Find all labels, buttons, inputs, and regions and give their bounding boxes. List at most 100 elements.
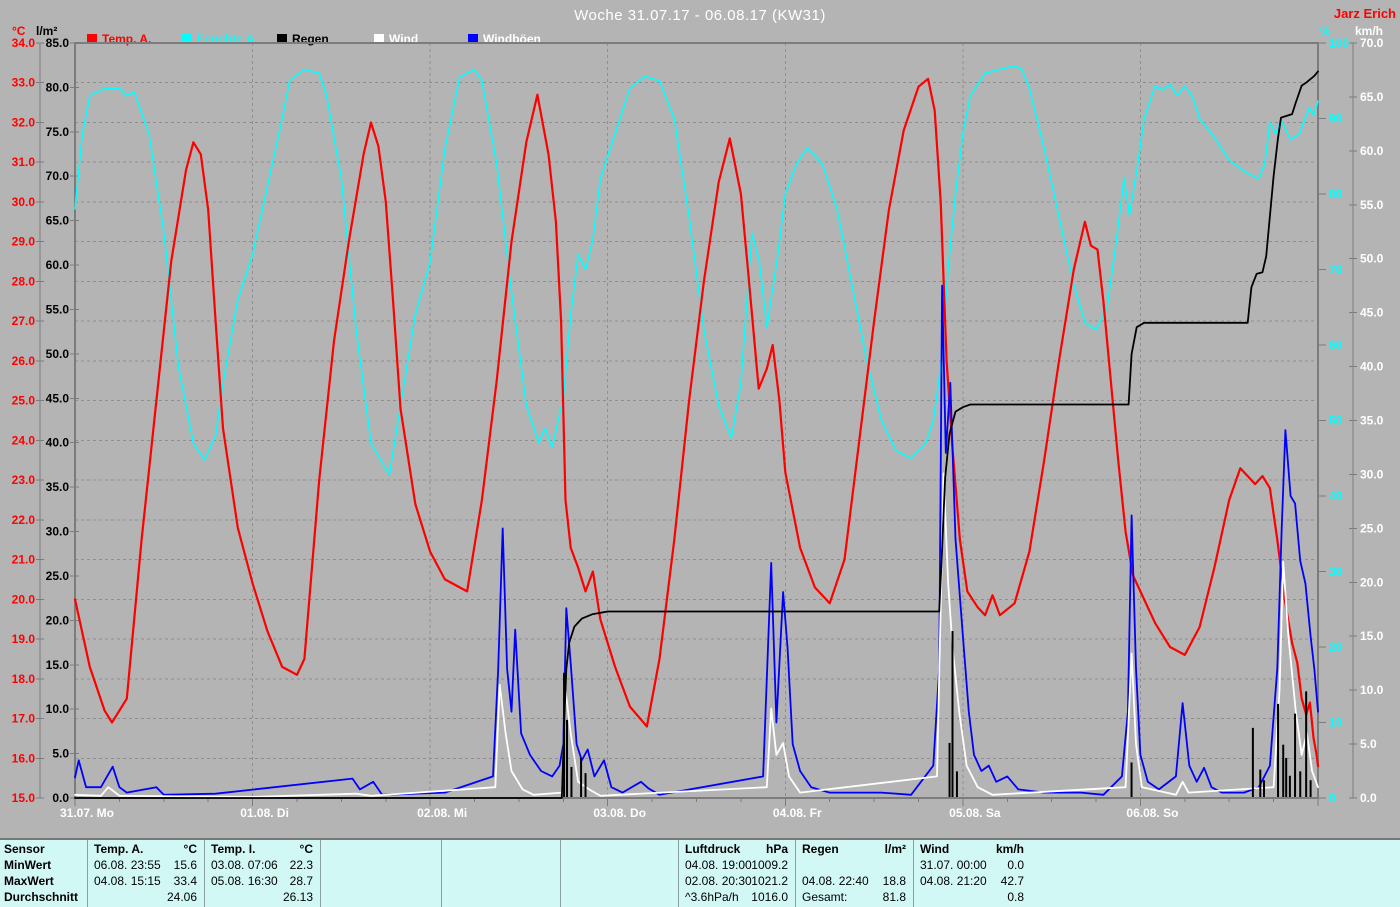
row-label-durchschnitt: Durchschnitt [4, 890, 79, 904]
humidity-axis-tick-label: 80 [1329, 187, 1343, 201]
wind-axis-tick-label: 55.0 [1360, 198, 1384, 212]
x-axis-day-label: 02.08. Mi [417, 806, 467, 820]
rain-swatch-icon [277, 34, 287, 44]
rain-axis-tick-label: 60.0 [46, 258, 70, 272]
sensor-name: Temp. I. [211, 842, 256, 856]
rain-axis-tick-label: 15.0 [46, 658, 70, 672]
max-date: 05.08. 16:30 [211, 874, 278, 888]
sensor-name: Luftdruck [685, 842, 741, 856]
humidity-axis-tick-label: 10 [1329, 716, 1343, 730]
temp-axis-tick-label: 15.0 [12, 791, 36, 805]
x-axis-day-label: 04.08. Fr [773, 806, 822, 820]
avg-label: ^3.6hPa/h [685, 890, 739, 904]
humidity-axis-tick-label: 40 [1329, 489, 1343, 503]
row-label-sensor: Sensor [4, 842, 45, 856]
rain-axis-tick-label: 80.0 [46, 80, 70, 94]
temp-axis-tick-label: 32.0 [12, 115, 36, 129]
wind-axis-tick-label: 10.0 [1360, 683, 1384, 697]
sensor-name: Temp. A. [94, 842, 144, 856]
max-date: 04.08. 21:20 [920, 874, 987, 888]
min-date: 31.07. 00:00 [920, 858, 987, 872]
page-title: Woche 31.07.17 - 06.08.17 (KW31) [574, 7, 826, 24]
plot-border [74, 42, 1319, 799]
sensor-unit: hPa [765, 842, 788, 856]
rain-axis-tick-label: 70.0 [46, 169, 70, 183]
temp-axis-unit-label: °C [12, 24, 26, 38]
rain-axis-tick-label: 0.0 [52, 791, 69, 805]
avg-label: Gesamt: [802, 890, 848, 904]
wind-axis-tick-label: 45.0 [1360, 306, 1384, 320]
humidity-axis-tick-label: 30 [1329, 565, 1343, 579]
min-date: 06.08. 23:55 [94, 858, 161, 872]
wind-axis-tick-label: 35.0 [1360, 414, 1384, 428]
weather-week-chart: 15.0 16.0 17.0 18.0 19.0 20.0 21.0 22.0 23.0 24.0… [12, 36, 1384, 820]
max-date: 04.08. 15:15 [94, 874, 161, 888]
stats-table: Sensor MinWert MaxWert Durchschnitt Temp… [0, 838, 1400, 907]
humidity-axis-tick-label: 60 [1329, 338, 1343, 352]
rain-axis-unit-label: l/m² [36, 24, 58, 38]
rain-axis-tick-label: 75.0 [46, 125, 70, 139]
row-label-maxwert: MaxWert [4, 874, 54, 888]
temp-axis-tick-label: 21.0 [12, 553, 36, 567]
min-value: 22.3 [289, 858, 313, 872]
humidity-axis-tick-label: 70 [1329, 263, 1343, 277]
temp-axis-tick-label: 34.0 [12, 36, 36, 50]
table-col-empty-1 [320, 840, 442, 907]
temp-swatch-icon [87, 34, 97, 44]
wind-swatch-icon [374, 34, 384, 44]
x-axis-day-label: 01.08. Di [240, 806, 289, 820]
table-col-wind: Wind km/h 31.07. 00:00 0.0 04.08. 21:20 42.… [913, 840, 1032, 907]
temp-axis-tick-label: 25.0 [12, 394, 36, 408]
x-axis-day-label: 05.08. Sa [949, 806, 1001, 820]
sensor-unit: km/h [995, 842, 1024, 856]
humidity-axis-tick-label: 100 [1329, 36, 1349, 50]
table-col-row-labels: Sensor MinWert MaxWert Durchschnitt [0, 840, 87, 907]
temp-axis-tick-label: 33.0 [12, 76, 36, 90]
avg-value: 0.8 [1007, 890, 1024, 904]
temp-axis-tick-label: 27.0 [12, 314, 36, 328]
max-value: 42.7 [1000, 874, 1024, 888]
temp-axis-tick-label: 16.0 [12, 751, 36, 765]
max-value: 33.4 [173, 874, 197, 888]
temp-axis-tick-label: 30.0 [12, 195, 36, 209]
series-humidity-line [74, 64, 1319, 476]
x-axis-day-label: 31.07. Mo [60, 806, 114, 820]
rain-axis-tick-label: 35.0 [46, 480, 70, 494]
wind-axis-tick-label: 30.0 [1360, 467, 1384, 481]
rain-axis-tick-label: 55.0 [46, 302, 70, 316]
wind-axis-tick-label: 5.0 [1360, 737, 1377, 751]
temp-axis-tick-label: 20.0 [12, 592, 36, 606]
wind-axis-tick-label: 50.0 [1360, 252, 1384, 266]
series-rain-cumulative-line [74, 70, 1319, 799]
rain-axis-tick-label: 20.0 [46, 613, 70, 627]
avg-value: 26.13 [282, 890, 313, 904]
humidity-axis-tick-label: 20 [1329, 640, 1343, 654]
humidity-axis-tick-label: 0 [1329, 791, 1336, 805]
gusts-swatch-icon [468, 34, 478, 44]
rain-axis-tick-label: 65.0 [46, 214, 70, 228]
table-col-temp-i: Temp. I. °C 03.08. 07:06 22.3 05.08. 16:30… [204, 840, 321, 907]
rain-axis-tick-label: 45.0 [46, 391, 70, 405]
avg-value: 1016.0 [751, 890, 788, 904]
wind-axis-tick-label: 15.0 [1360, 629, 1384, 643]
temp-axis-tick-label: 28.0 [12, 274, 36, 288]
humidity-axis-tick-label: 90 [1329, 112, 1343, 126]
humidity-swatch-icon [182, 34, 192, 44]
wind-axis-tick-label: 25.0 [1360, 521, 1384, 535]
rain-axis-tick-label: 30.0 [46, 525, 70, 539]
sensor-unit: °C [183, 842, 197, 856]
max-value: 28.7 [289, 874, 313, 888]
temp-axis-tick-label: 24.0 [12, 433, 36, 447]
rain-axis-tick-label: 25.0 [46, 569, 70, 583]
wind-axis-tick-label: 40.0 [1360, 360, 1384, 374]
max-value: 1021.2 [751, 874, 788, 888]
table-col-rain: Regen l/m² 04.08. 22:40 18.8 Gesamt: 81.8 [795, 840, 914, 907]
min-date: 04.08. 19:00 [685, 858, 752, 872]
min-value: 15.6 [173, 858, 197, 872]
sensor-name: Regen [802, 842, 839, 856]
humidity-axis-unit-label: % [1320, 24, 1331, 38]
temp-axis-tick-label: 17.0 [12, 712, 36, 726]
sensor-unit: l/m² [884, 842, 906, 856]
table-col-pressure: Luftdruck hPa 04.08. 19:00 1009.2 02.08. 2… [678, 840, 796, 907]
temp-axis-tick-label: 22.0 [12, 513, 36, 527]
